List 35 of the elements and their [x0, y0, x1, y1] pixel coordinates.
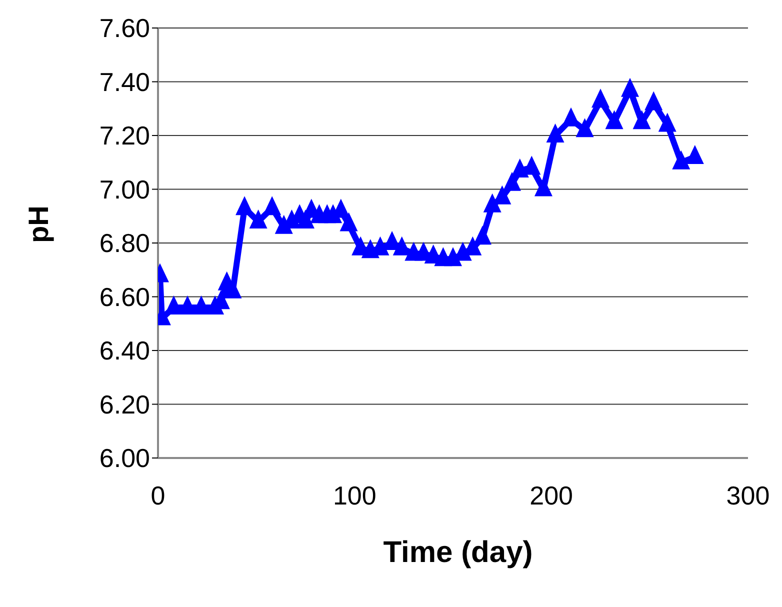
y-tick-label: 6.00 [99, 443, 150, 474]
x-axis-title: Time (day) [382, 536, 534, 570]
point [236, 196, 254, 216]
point [632, 110, 651, 130]
x-tick-label: 200 [530, 480, 574, 510]
point [503, 172, 521, 191]
x-tick-label: 300 [726, 480, 770, 510]
y-tick-label: 6.60 [99, 282, 150, 312]
point [592, 88, 610, 108]
y-tick-label: 6.40 [99, 336, 150, 366]
point [178, 296, 196, 314]
point [644, 91, 663, 110]
point [534, 177, 552, 196]
point [658, 112, 676, 132]
point [510, 158, 529, 178]
x-tick-label: 0 [150, 480, 166, 510]
point [249, 210, 268, 228]
y-tick-label: 7.60 [99, 13, 150, 44]
point [263, 196, 282, 216]
y-tick-label: 7.00 [99, 174, 150, 204]
point [483, 193, 502, 212]
point [576, 118, 594, 138]
point [474, 226, 492, 245]
x-tick-label: 100 [332, 480, 376, 510]
y-tick-label: 6.20 [99, 389, 150, 420]
y-axis-title: pH [22, 206, 54, 243]
point [686, 145, 704, 164]
point [672, 150, 690, 170]
point [340, 212, 358, 232]
y-tick-label: 6.80 [99, 228, 150, 258]
point [546, 124, 564, 142]
point [605, 110, 624, 130]
y-tick-label: 7.20 [99, 120, 150, 151]
point [621, 78, 639, 97]
y-tick-label: 7.40 [99, 66, 150, 97]
